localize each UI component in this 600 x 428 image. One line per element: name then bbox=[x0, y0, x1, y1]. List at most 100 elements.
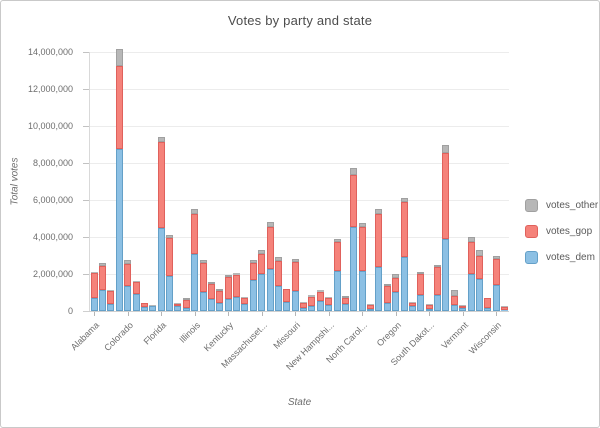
bar-segment-votes_gop[interactable] bbox=[400, 201, 408, 257]
bar-segment-votes_dem[interactable] bbox=[333, 271, 341, 311]
stacked-bar-mississippi[interactable] bbox=[283, 288, 291, 311]
bar-segment-votes_gop[interactable] bbox=[90, 273, 98, 298]
stacked-bar-missouri[interactable] bbox=[291, 259, 299, 311]
bar-segment-votes_other[interactable] bbox=[291, 259, 299, 262]
stacked-bar-arizona[interactable] bbox=[99, 263, 107, 311]
stacked-bar-minnesota[interactable] bbox=[274, 256, 282, 311]
stacked-bar-rhode-island[interactable] bbox=[408, 302, 416, 311]
bar-segment-votes_other[interactable] bbox=[258, 249, 266, 254]
bar-segment-votes_gop[interactable] bbox=[484, 298, 492, 308]
bar-segment-votes_dem[interactable] bbox=[350, 226, 358, 311]
bar-segment-votes_other[interactable] bbox=[124, 259, 132, 264]
bar-segment-votes_other[interactable] bbox=[350, 168, 358, 175]
bar-segment-votes_gop[interactable] bbox=[350, 174, 358, 227]
bar-segment-votes_other[interactable] bbox=[233, 273, 241, 275]
bar-segment-votes_dem[interactable] bbox=[492, 285, 500, 311]
bar-segment-votes_other[interactable] bbox=[199, 260, 207, 264]
bar-segment-votes_gop[interactable] bbox=[216, 290, 224, 304]
bar-segment-votes_dem[interactable] bbox=[140, 306, 148, 311]
bar-segment-votes_other[interactable] bbox=[107, 290, 115, 292]
bar-segment-votes_other[interactable] bbox=[274, 256, 282, 262]
stacked-bar-west-virginia[interactable] bbox=[484, 297, 492, 311]
bar-segment-votes_other[interactable] bbox=[375, 209, 383, 215]
bar-segment-votes_gop[interactable] bbox=[107, 291, 115, 304]
bar-segment-votes_gop[interactable] bbox=[383, 285, 391, 304]
bar-segment-votes_gop[interactable] bbox=[475, 256, 483, 279]
stacked-bar-massachusetts[interactable] bbox=[258, 249, 266, 311]
bar-segment-votes_gop[interactable] bbox=[325, 298, 333, 305]
bar-segment-votes_gop[interactable] bbox=[442, 152, 450, 240]
bar-segment-votes_dem[interactable] bbox=[316, 301, 324, 311]
bar-segment-votes_dem[interactable] bbox=[174, 306, 182, 311]
bar-segment-votes_gop[interactable] bbox=[224, 277, 232, 300]
bar-segment-votes_dem[interactable] bbox=[400, 256, 408, 311]
stacked-bar-north-carolina[interactable] bbox=[358, 223, 366, 311]
bar-segment-votes_other[interactable] bbox=[358, 223, 366, 227]
bar-segment-votes_dem[interactable] bbox=[199, 291, 207, 311]
bar-segment-votes_other[interactable] bbox=[392, 274, 400, 278]
bar-segment-votes_other[interactable] bbox=[383, 283, 391, 286]
bar-segment-votes_other[interactable] bbox=[115, 48, 123, 67]
bar-segment-votes_other[interactable] bbox=[434, 264, 442, 267]
bar-segment-votes_gop[interactable] bbox=[434, 266, 442, 295]
stacked-bar-vermont[interactable] bbox=[459, 304, 467, 311]
stacked-bar-georgia[interactable] bbox=[166, 234, 174, 311]
bar-segment-votes_gop[interactable] bbox=[199, 263, 207, 292]
stacked-bar-pennsylvania[interactable] bbox=[400, 197, 408, 311]
bar-segment-votes_other[interactable] bbox=[90, 271, 98, 274]
bar-segment-votes_gop[interactable] bbox=[450, 295, 458, 306]
bar-segment-votes_dem[interactable] bbox=[434, 294, 442, 311]
bar-segment-votes_other[interactable] bbox=[341, 295, 349, 298]
bar-segment-votes_dem[interactable] bbox=[442, 239, 450, 311]
bar-segment-votes_dem[interactable] bbox=[325, 304, 333, 311]
bar-segment-votes_gop[interactable] bbox=[501, 306, 509, 310]
bar-segment-votes_other[interactable] bbox=[408, 302, 416, 304]
stacked-bar-south-carolina[interactable] bbox=[417, 271, 425, 311]
stacked-bar-kansas[interactable] bbox=[216, 288, 224, 311]
bar-segment-votes_dem[interactable] bbox=[417, 295, 425, 311]
bar-segment-votes_dem[interactable] bbox=[191, 253, 199, 311]
bar-segment-votes_gop[interactable] bbox=[316, 291, 324, 302]
bar-segment-votes_other[interactable] bbox=[308, 295, 316, 297]
bar-segment-votes_dem[interactable] bbox=[501, 309, 509, 311]
bar-segment-votes_other[interactable] bbox=[417, 271, 425, 274]
bar-segment-votes_dem[interactable] bbox=[241, 304, 249, 311]
bar-segment-votes_dem[interactable] bbox=[291, 291, 299, 311]
bar-segment-votes_dem[interactable] bbox=[124, 286, 132, 311]
bar-segment-votes_other[interactable] bbox=[467, 237, 475, 242]
bar-segment-votes_gop[interactable] bbox=[375, 214, 383, 267]
stacked-bar-montana[interactable] bbox=[300, 301, 308, 311]
stacked-bar-illinois[interactable] bbox=[191, 208, 199, 311]
stacked-bar-indiana[interactable] bbox=[199, 260, 207, 311]
bar-segment-votes_dem[interactable] bbox=[300, 307, 308, 311]
stacked-bar-idaho[interactable] bbox=[182, 297, 190, 311]
stacked-bar-wyoming[interactable] bbox=[501, 306, 509, 311]
legend-entry-votes_dem[interactable]: votes_dem bbox=[525, 251, 598, 264]
bar-segment-votes_gop[interactable] bbox=[459, 305, 467, 308]
bar-segment-votes_other[interactable] bbox=[475, 249, 483, 257]
bar-segment-votes_dem[interactable] bbox=[383, 303, 391, 311]
bar-segment-votes_dem[interactable] bbox=[450, 305, 458, 311]
bar-segment-votes_other[interactable] bbox=[325, 297, 333, 299]
bar-segment-votes_gop[interactable] bbox=[283, 289, 291, 303]
stacked-bar-oregon[interactable] bbox=[392, 274, 400, 311]
bar-segment-votes_gop[interactable] bbox=[266, 226, 274, 270]
bar-segment-votes_dem[interactable] bbox=[149, 305, 157, 311]
bar-segment-votes_other[interactable] bbox=[266, 222, 274, 227]
bar-segment-votes_gop[interactable] bbox=[392, 278, 400, 293]
bar-segment-votes_dem[interactable] bbox=[459, 307, 467, 311]
bar-segment-votes_dem[interactable] bbox=[132, 294, 140, 311]
bar-segment-votes_dem[interactable] bbox=[216, 303, 224, 311]
bar-segment-votes_gop[interactable] bbox=[308, 296, 316, 306]
stacked-bar-maine[interactable] bbox=[241, 297, 249, 311]
stacked-bar-new-hampshire[interactable] bbox=[325, 297, 333, 311]
bar-segment-votes_other[interactable] bbox=[249, 259, 257, 263]
bar-segment-votes_gop[interactable] bbox=[207, 284, 215, 299]
bar-segment-votes_dem[interactable] bbox=[90, 297, 98, 311]
bar-segment-votes_gop[interactable] bbox=[367, 305, 375, 309]
bar-segment-votes_dem[interactable] bbox=[166, 276, 174, 311]
bar-segment-votes_dem[interactable] bbox=[115, 149, 123, 311]
bar-segment-votes_gop[interactable] bbox=[333, 241, 341, 272]
stacked-bar-maryland[interactable] bbox=[249, 259, 257, 311]
bar-segment-votes_other[interactable] bbox=[459, 304, 467, 306]
